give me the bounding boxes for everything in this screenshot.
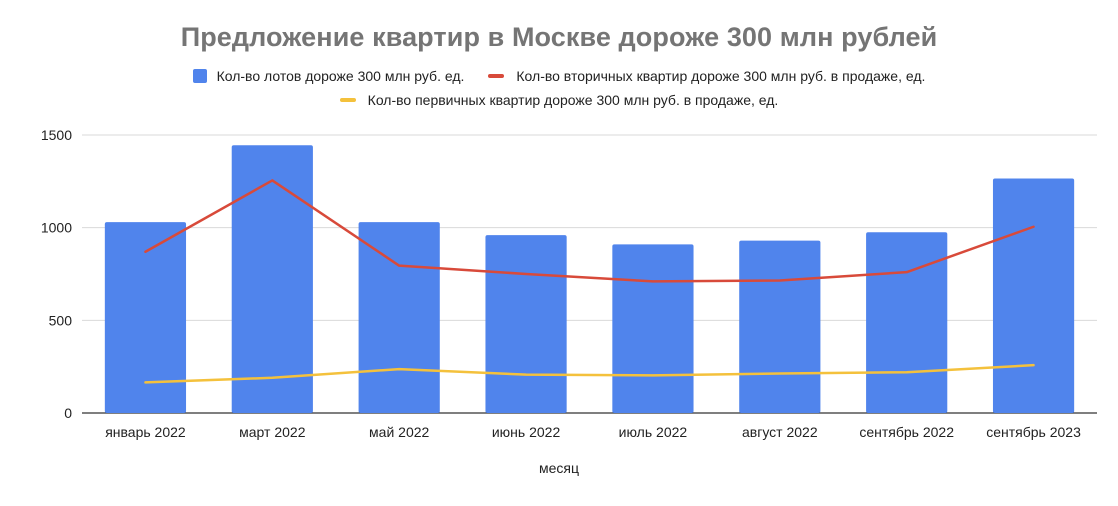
bar (992, 178, 1075, 413)
x-tick-label: январь 2022 (105, 424, 186, 440)
legend-label-secondary: Кол-во вторичных квартир дороже 300 млн … (516, 68, 926, 84)
x-tick-label: март 2022 (239, 424, 306, 440)
bar (866, 232, 948, 413)
bar (612, 244, 694, 413)
x-axis-title: месяц (538, 460, 579, 476)
x-tick-label: июль 2022 (619, 424, 688, 440)
y-tick-label: 0 (64, 405, 72, 421)
y-tick-label: 500 (49, 312, 73, 328)
y-tick-label: 1000 (41, 220, 72, 236)
legend-swatch-primary (339, 98, 356, 102)
legend-swatch-secondary (488, 74, 505, 78)
bar (739, 240, 821, 413)
x-tick-label: август 2022 (742, 424, 818, 440)
legend-item-primary[interactable]: Кол-во первичных квартир дороже 300 млн … (339, 92, 779, 108)
x-tick-label: сентябрь 2022 (859, 424, 954, 440)
bar (104, 222, 187, 413)
x-tick-label: июнь 2022 (492, 424, 561, 440)
bar (485, 235, 567, 413)
legend-item-bars[interactable]: Кол-во лотов дороже 300 млн руб. ед. (192, 68, 465, 84)
legend-item-secondary[interactable]: Кол-во вторичных квартир дороже 300 млн … (488, 68, 925, 84)
legend-row-2: Кол-во первичных квартир дороже 300 млн … (0, 92, 1118, 108)
legend-swatch-bars (192, 69, 207, 83)
bar (231, 145, 313, 413)
x-tick-label: май 2022 (369, 424, 429, 440)
chart-title: Предложение квартир в Москве дороже 300 … (180, 22, 938, 52)
series-line-secondary (144, 179, 1035, 283)
legend-label-bars: Кол-во лотов дороже 300 млн руб. ед. (216, 68, 465, 84)
legend-row-1: Кол-во лотов дороже 300 млн руб. ед. Кол… (0, 68, 1118, 84)
x-tick-label: сентябрь 2023 (986, 424, 1081, 440)
bar (358, 222, 440, 413)
y-tick-label: 1500 (41, 127, 72, 143)
legend-label-primary: Кол-во первичных квартир дороже 300 млн … (367, 92, 779, 108)
series-line-primary (144, 363, 1035, 384)
